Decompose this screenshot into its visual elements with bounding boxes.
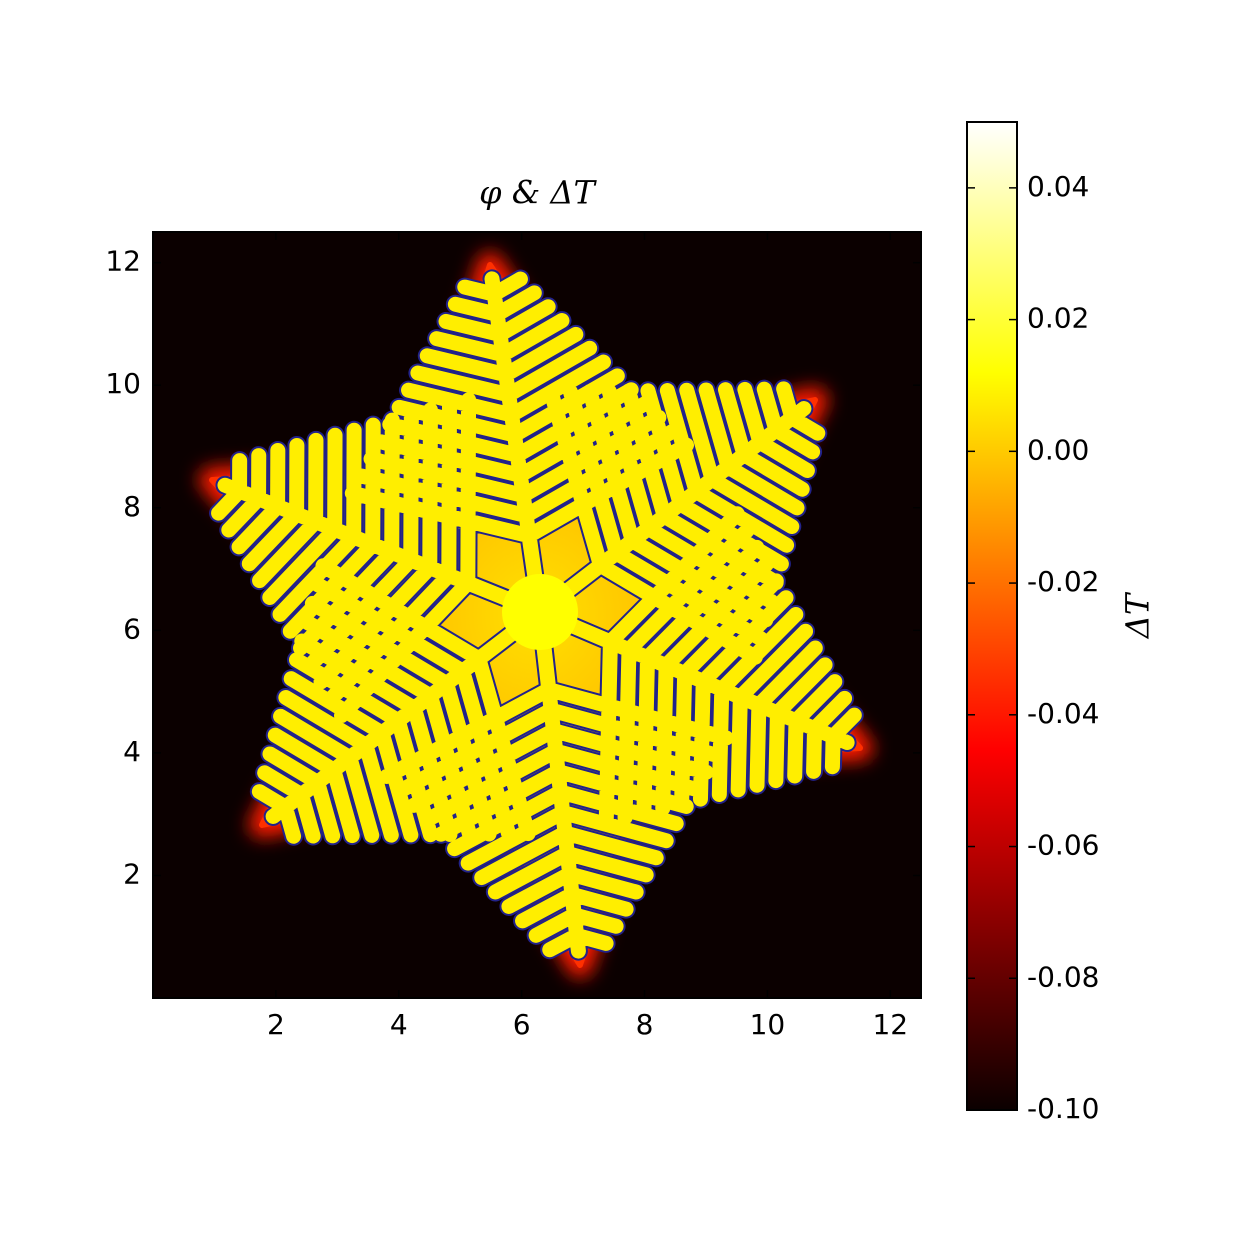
chart-title: φ & ΔT bbox=[479, 174, 597, 212]
colorbar-tick-label: 0.02 bbox=[1027, 302, 1089, 335]
x-tick-label: 4 bbox=[390, 1008, 408, 1041]
colorbar-tick-label: 0.04 bbox=[1027, 170, 1089, 203]
y-tick-label: 10 bbox=[105, 367, 141, 400]
plot-frame bbox=[152, 231, 922, 999]
y-tick-label: 12 bbox=[105, 245, 141, 278]
solid-phase bbox=[211, 271, 862, 959]
colorbar-tick-label: -0.02 bbox=[1027, 565, 1099, 598]
colorbar-tick-label: 0.00 bbox=[1027, 433, 1089, 466]
x-tick-label: 12 bbox=[872, 1008, 908, 1041]
x-tick-label: 10 bbox=[750, 1008, 786, 1041]
colorbar bbox=[966, 121, 1018, 1111]
y-tick-label: 6 bbox=[123, 612, 141, 645]
colorbar-tick-label: -0.10 bbox=[1027, 1092, 1099, 1125]
colorbar-tick-label: -0.08 bbox=[1027, 960, 1099, 993]
y-tick-label: 8 bbox=[123, 490, 141, 523]
colorbar-tick-label: -0.06 bbox=[1027, 829, 1099, 862]
y-tick-label: 2 bbox=[123, 857, 141, 890]
crystal bbox=[199, 252, 873, 978]
x-tick-label: 6 bbox=[513, 1008, 531, 1041]
y-tick-label: 4 bbox=[123, 735, 141, 768]
x-tick-label: 8 bbox=[636, 1008, 654, 1041]
solid-core bbox=[502, 574, 578, 650]
x-tick-label: 2 bbox=[267, 1008, 285, 1041]
colorbar-tick-label: -0.04 bbox=[1027, 697, 1099, 730]
colorbar-label: ΔT bbox=[1119, 591, 1157, 640]
